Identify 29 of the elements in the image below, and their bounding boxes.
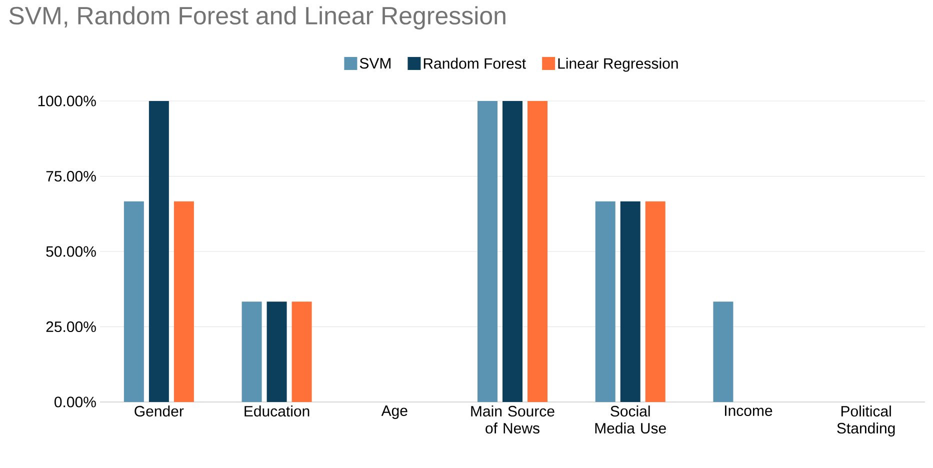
x-tick-label: Income	[725, 406, 772, 416]
bar	[242, 302, 262, 402]
y-tick-label: 75.00%	[46, 170, 96, 182]
x-tick-label: Social Media Use	[595, 406, 666, 434]
x-tick-label: Gender	[134, 406, 184, 417]
y-tick-label: 50.00%	[46, 246, 96, 257]
bar	[645, 201, 666, 402]
y-tick-label: 25.00%	[46, 321, 96, 332]
bar	[528, 100, 548, 402]
bar	[292, 302, 312, 402]
bar	[266, 302, 287, 402]
bar	[478, 100, 498, 402]
x-tick-label: Education	[244, 406, 310, 417]
legend-label: Linear Regression	[558, 58, 678, 72]
bar	[148, 100, 169, 402]
chart-title: SVM, Random Forest and Linear Regression	[9, 6, 506, 30]
bar	[174, 201, 194, 402]
bar	[713, 302, 734, 402]
bar	[124, 201, 144, 402]
bar	[595, 201, 616, 402]
legend-label: Random Forest	[424, 58, 526, 69]
x-tick-label: Political Standing	[837, 406, 895, 437]
y-tick-label: 100.00%	[38, 96, 96, 106]
bar	[620, 201, 640, 402]
y-tick-label: 0.00%	[54, 396, 96, 408]
x-tick-label: Main Source of News	[471, 406, 554, 434]
bar	[502, 100, 522, 402]
x-tick-label: Age	[381, 406, 408, 419]
legend-label: SVM	[360, 58, 390, 69]
